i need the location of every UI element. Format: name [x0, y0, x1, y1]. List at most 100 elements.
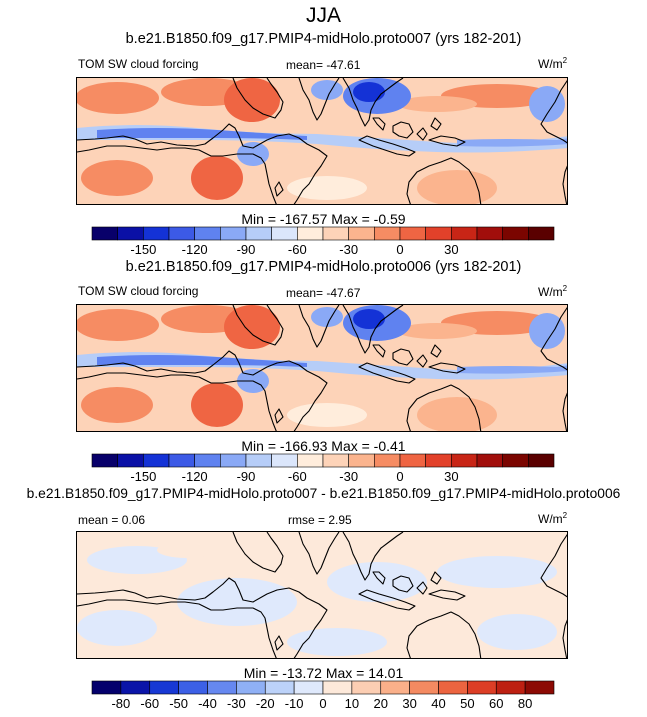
- panel1-variable-label: TOM SW cloud forcing: [78, 57, 199, 71]
- panel2-colorbar-box: [194, 453, 221, 468]
- panel2-units-exponent: 2: [562, 284, 568, 293]
- panel3-colorbar-svg: -80 -60 -50 -40 -30 -20 -10 0 10 20 30 40 50 60 80: [91, 680, 555, 711]
- panel3-colorbar-box: [149, 680, 179, 695]
- panel2-colorbar-tick-label: 30: [444, 469, 458, 484]
- panel3-colorbar-tick-label: 10: [345, 696, 359, 711]
- panel3-colorbar-box: [91, 680, 122, 695]
- panel2-minmax: Min = -166.93 Max = -0.41: [241, 438, 406, 454]
- panel3-colorbar-box: [236, 680, 266, 695]
- panel3-colorbar-tick-label: 50: [460, 696, 474, 711]
- panel3-colorbar-box: [178, 680, 208, 695]
- panel2-colorbar-box: [271, 453, 298, 468]
- panel3-map-field: [77, 532, 567, 658]
- panel1-colorbar-svg: -150 -120 -90 -60 -30 0 30: [91, 226, 555, 257]
- panel1-minmax: Min = -167.57 Max = -0.59: [241, 211, 406, 227]
- panel3-field-patch: [177, 578, 297, 626]
- panel3-colorbar-box: [207, 680, 237, 695]
- panel3-field-patch: [287, 628, 387, 656]
- panel3-colorbar-tick-label: -40: [198, 696, 217, 711]
- panel3-colorbar-box: [495, 680, 526, 695]
- panel1-map-field: [77, 78, 567, 204]
- figure-title: JJA: [305, 4, 341, 27]
- panel2-colorbar-tick-label: -150: [130, 469, 156, 484]
- panel3-colorbar-tick-label: -80: [111, 696, 130, 711]
- panel2-units-label: W/m2: [538, 284, 567, 299]
- panel1-itcz-core: [97, 128, 307, 140]
- panel2-field-patch: [191, 383, 243, 427]
- panel1-colorbar-box: [168, 226, 195, 241]
- panel1-units-label: W/m2: [538, 56, 567, 71]
- panel3-units-text: W/m: [538, 512, 563, 526]
- panel3-colorbar-box: [524, 680, 555, 695]
- panel2-colorbar-box: [245, 453, 272, 468]
- panel2-colorbar-box: [502, 453, 529, 468]
- panel3-minmax: Min = -13.72 Max = 14.01: [243, 665, 404, 681]
- panel2-variable-label: TOM SW cloud forcing: [78, 284, 199, 298]
- panel1-colorbar-box: [425, 226, 452, 241]
- panel2-colorbar-tick-label: 0: [396, 469, 403, 484]
- panel3-colorbar-box: [120, 680, 151, 695]
- panel2-colorbar-box: [425, 453, 452, 468]
- panel2-colorbar-box: [476, 453, 503, 468]
- panel3-rmse-label: rmse = 2.95: [288, 513, 352, 527]
- panel1-colorbar-box: [297, 226, 324, 241]
- panel3-colorbar-tick-label: 40: [431, 696, 445, 711]
- panel2-colorbar-box: [374, 453, 401, 468]
- panel3-colorbar-tick-label: -50: [169, 696, 188, 711]
- panel2-units-text: W/m: [538, 285, 563, 299]
- panel2-title: b.e21.B1850.f09_g17.PMIP4-midHolo.proto0…: [125, 259, 522, 275]
- panel2-field-patch: [287, 403, 367, 427]
- panel2-colorbar-box: [91, 453, 118, 468]
- panel1-map: [76, 77, 568, 205]
- panel3-colorbar-tick-label: 0: [319, 696, 326, 711]
- panel2-monsoon-patch: [311, 307, 343, 327]
- panel3-colorbar-tick-label: 60: [489, 696, 503, 711]
- panel2-itcz-east: [457, 365, 567, 374]
- panel3-mean-label: mean = 0.06: [78, 513, 146, 527]
- panel3-field-patch: [157, 542, 217, 558]
- panel2-colorbar-box: [451, 453, 478, 468]
- panel3-field-patch: [477, 614, 557, 650]
- panel2-colorbar-box: [348, 453, 375, 468]
- panel1-colorbar-box: [220, 226, 247, 241]
- panel2-mean-label: mean= -47.67: [286, 286, 361, 300]
- panel3-colorbar-box: [467, 680, 497, 695]
- panel2-colorbar-box: [143, 453, 170, 468]
- panel2-colorbar-tick-label: -120: [182, 469, 208, 484]
- panel2-colorbar-tick-label: -60: [288, 469, 307, 484]
- panel3-colorbar-tick-label: 80: [518, 696, 532, 711]
- panel1-colorbar-tick-label: -150: [130, 242, 156, 257]
- panel1-units-text: W/m: [538, 57, 563, 71]
- panel1-colorbar-tick-label: 0: [396, 242, 403, 257]
- panel3-map: [76, 531, 568, 659]
- panel2-field-patch: [397, 323, 477, 339]
- panel1-colorbar-box: [374, 226, 401, 241]
- panel3-units-label: W/m2: [538, 511, 567, 526]
- panel2-field-patch: [529, 313, 565, 349]
- panel3-field-patch: [401, 606, 453, 626]
- panel2-map-field: [77, 305, 567, 431]
- panel1-colorbar-box: [399, 226, 426, 241]
- panel1-colorbar-box: [245, 226, 272, 241]
- panel2-field-patch: [417, 397, 497, 431]
- panel2-colorbar-box: [399, 453, 426, 468]
- panel3-colorbar-tick-label: 20: [374, 696, 388, 711]
- panel2-itcz-core: [97, 355, 307, 367]
- panel1-title: b.e21.B1850.f09_g17.PMIP4-midHolo.proto0…: [125, 31, 522, 47]
- panel1-colorbar-box: [502, 226, 529, 241]
- panel1-colorbar-box: [348, 226, 375, 241]
- panel1-units-exponent: 2: [562, 56, 568, 65]
- panel3-colorbar-box: [351, 680, 382, 695]
- panel3-colorbar: -80 -60 -50 -40 -30 -20 -10 0 10 20 30 40 50 60 80: [0, 680, 647, 717]
- panel1-colorbar-box: [528, 226, 555, 241]
- panel2-map: [76, 304, 568, 432]
- panel1-colorbar-box: [476, 226, 503, 241]
- panel1-field-patch: [529, 86, 565, 122]
- panel1-colorbar-tick-label: -60: [288, 242, 307, 257]
- panel1-colorbar-box: [194, 226, 221, 241]
- panel3-field-patch: [437, 556, 557, 588]
- panel2-monsoon-core: [353, 309, 385, 329]
- panel2-colorbar-box: [220, 453, 247, 468]
- panel1-field-patch: [191, 156, 243, 200]
- panel2-colorbar-box: [297, 453, 324, 468]
